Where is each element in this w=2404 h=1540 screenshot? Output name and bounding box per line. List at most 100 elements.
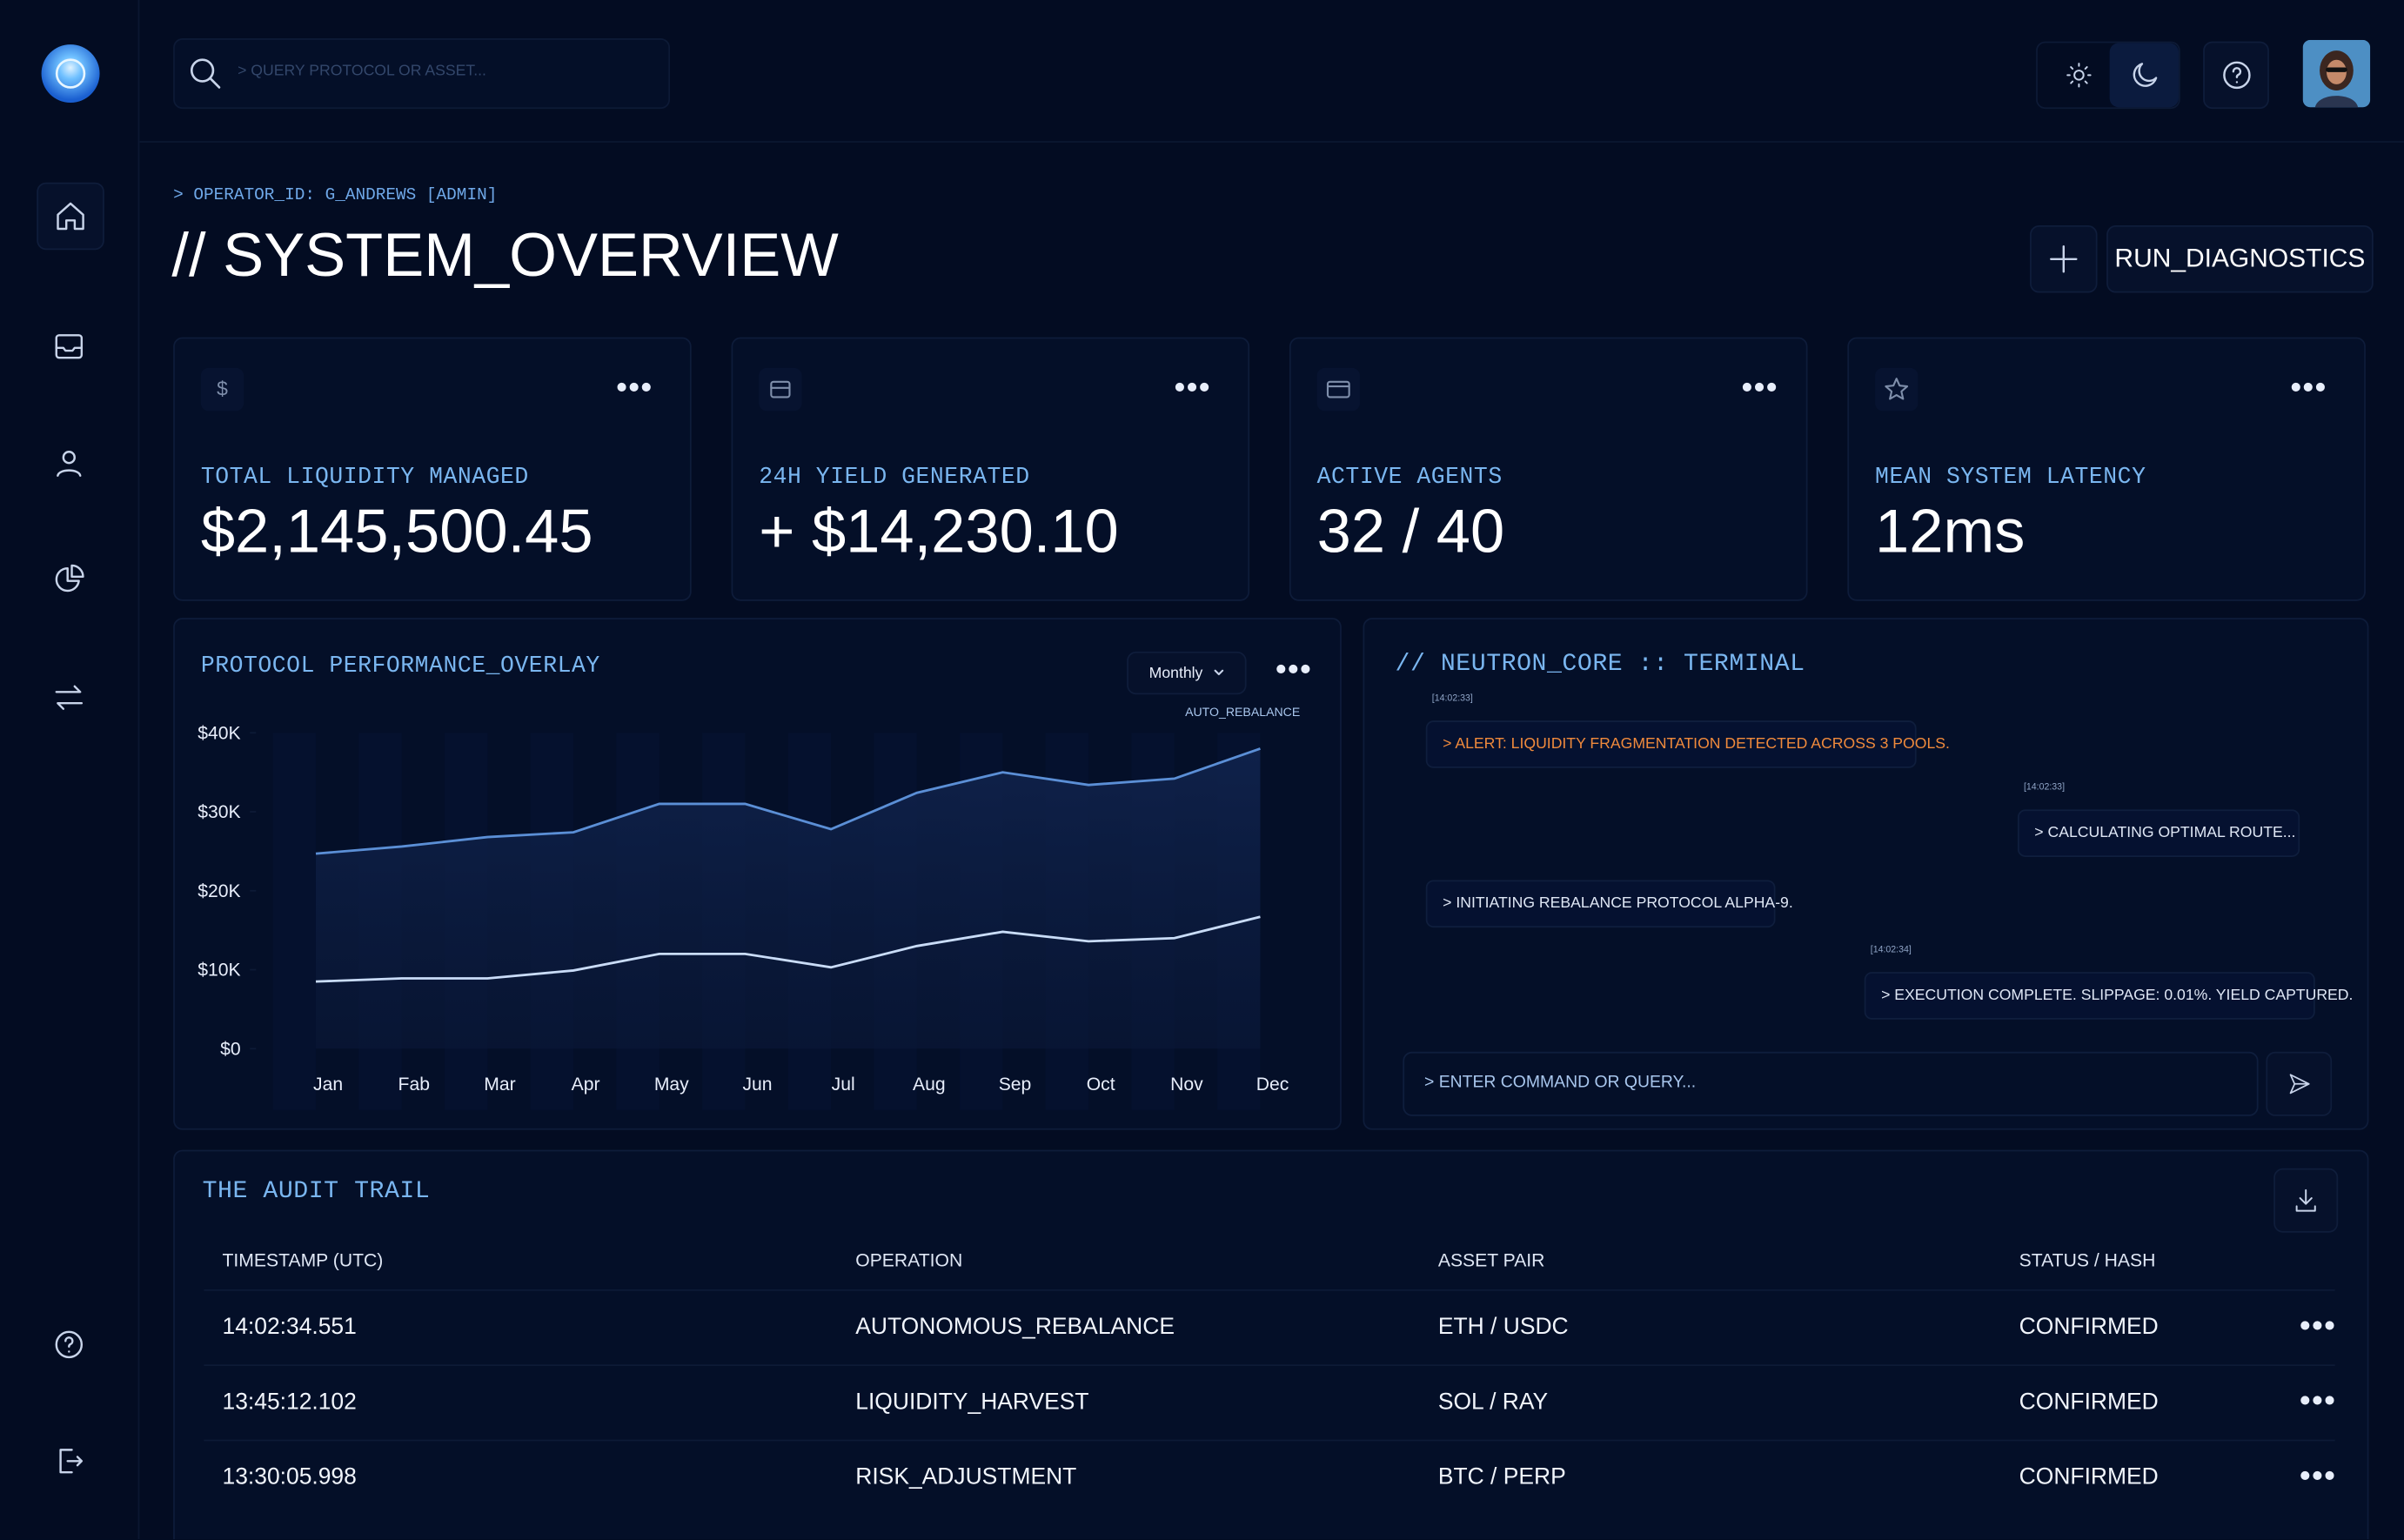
- kpi-card: [731, 337, 1250, 601]
- light-mode[interactable]: [2066, 61, 2093, 89]
- x-tick-label: Jun: [742, 1075, 772, 1095]
- row-menu[interactable]: •••: [2300, 1459, 2337, 1494]
- table-cell: CONFIRMED: [2019, 1389, 2159, 1416]
- card-menu[interactable]: •••: [616, 371, 653, 405]
- card-icon: $: [200, 367, 244, 412]
- theme-toggle: [2036, 41, 2180, 110]
- terminal-message: > EXECUTION COMPLETE. SLIPPAGE: 0.01%. Y…: [1864, 972, 2353, 1020]
- card-icon: [1875, 367, 1919, 412]
- row-divider: [204, 1289, 2335, 1291]
- x-tick-label: Mar: [484, 1075, 515, 1095]
- column-header: STATUS / HASH: [2019, 1249, 2156, 1271]
- card-value: 12ms: [1875, 498, 2026, 566]
- chart-title: PROTOCOL PERFORMANCE_OVERLAY: [200, 653, 600, 680]
- help-button[interactable]: [2203, 41, 2269, 110]
- card-value: $2,145,500.45: [200, 498, 593, 566]
- table-cell: 13:45:12.102: [222, 1389, 357, 1416]
- line-series: [315, 915, 1261, 983]
- table-cell: AUTONOMOUS_REBALANCE: [855, 1314, 1175, 1341]
- terminal-message: > ALERT: LIQUIDITY FRAGMENTATION DETECTE…: [1425, 720, 1950, 768]
- x-tick-label: Apr: [572, 1075, 600, 1095]
- kpi-card: [173, 337, 692, 601]
- y-tick-label: $0: [220, 1039, 241, 1059]
- column-header: OPERATION: [855, 1249, 963, 1271]
- x-tick-label: Fab: [398, 1075, 430, 1095]
- kpi-card: [1847, 337, 2366, 601]
- table-cell: CONFIRMED: [2019, 1314, 2159, 1341]
- x-tick-label: Nov: [1170, 1075, 1203, 1095]
- x-tick-label: Jul: [832, 1075, 855, 1095]
- x-tick-label: May: [654, 1075, 689, 1095]
- add-button[interactable]: [2030, 225, 2098, 293]
- card-menu[interactable]: •••: [1174, 371, 1212, 405]
- y-tick-label: $20K: [198, 881, 240, 901]
- run-diagnostics-button[interactable]: RUN_DIAGNOSTICS: [2106, 225, 2374, 293]
- table-cell: 14:02:34.551: [222, 1314, 357, 1341]
- chart: $0 $10K $20K $30K $40K Jan Fab Mar Apr May Jun Jul A…: [198, 723, 1289, 1110]
- row-divider: [204, 1439, 2335, 1442]
- line-series: [315, 747, 1261, 855]
- terminal-input[interactable]: > ENTER COMMAND OR QUERY...: [1403, 1051, 2259, 1116]
- search-placeholder: > QUERY PROTOCOL OR ASSET...: [238, 63, 486, 80]
- card-label: 24H YIELD GENERATED: [759, 464, 1030, 491]
- table-cell: 13:30:05.998: [222, 1463, 357, 1490]
- card-icon: [1316, 367, 1360, 412]
- card-menu[interactable]: •••: [2290, 371, 2327, 405]
- x-tick-label: Dec: [1256, 1075, 1289, 1095]
- table-cell: ETH / USDC: [1437, 1314, 1569, 1341]
- message-time: [14:02:33]: [2023, 783, 2066, 793]
- card-value: + $14,230.10: [759, 498, 1119, 566]
- card-menu[interactable]: •••: [1741, 371, 1779, 405]
- x-tick-label: Sep: [999, 1075, 1032, 1095]
- dark-mode[interactable]: [2109, 43, 2179, 108]
- table-cell: RISK_ADJUSTMENT: [855, 1463, 1077, 1490]
- row-menu[interactable]: •••: [2300, 1384, 2337, 1418]
- card-value: 32 / 40: [1316, 498, 1505, 566]
- card-label: ACTIVE AGENTS: [1316, 464, 1503, 491]
- y-tick-label: $30K: [198, 802, 240, 822]
- table-cell: BTC / PERP: [1437, 1463, 1566, 1490]
- period-dropdown[interactable]: Monthly: [1127, 651, 1247, 695]
- table-cell: LIQUIDITY_HARVEST: [855, 1389, 1089, 1416]
- audit-panel: [173, 1149, 2369, 1540]
- download-button[interactable]: [2273, 1168, 2339, 1233]
- nav-analytics[interactable]: [52, 563, 86, 597]
- nav-user[interactable]: [52, 446, 86, 480]
- y-tick-label: $40K: [198, 723, 240, 743]
- x-tick-label: Oct: [1087, 1075, 1115, 1095]
- message-time: [14:02:33]: [1431, 694, 1473, 704]
- column-header: TIMESTAMP (UTC): [222, 1249, 384, 1271]
- search-box[interactable]: > QUERY PROTOCOL OR ASSET...: [173, 38, 671, 110]
- nav-home[interactable]: [37, 182, 104, 251]
- y-tick-label: $10K: [198, 961, 240, 981]
- terminal-panel: [1363, 618, 2369, 1130]
- nav-logout[interactable]: [52, 1444, 86, 1478]
- chart-annotation: AUTO_REBALANCE: [1185, 705, 1301, 720]
- card-label: TOTAL LIQUIDITY MANAGED: [200, 464, 529, 491]
- send-button[interactable]: [2266, 1051, 2333, 1116]
- card-label: MEAN SYSTEM LATENCY: [1875, 464, 2146, 491]
- nav-help[interactable]: [52, 1328, 86, 1362]
- nav-transfer[interactable]: [52, 680, 86, 714]
- message-time: [14:02:34]: [1870, 946, 1912, 955]
- logo[interactable]: [38, 42, 103, 106]
- terminal-message: > CALCULATING OPTIMAL ROUTE...: [2017, 809, 2300, 858]
- sidebar: [0, 0, 140, 1540]
- table-cell: CONFIRMED: [2019, 1463, 2159, 1490]
- page-title: // SYSTEM_OVERVIEW: [171, 222, 839, 291]
- grid-band: [272, 733, 316, 1110]
- table-cell: SOL / RAY: [1437, 1389, 1549, 1416]
- row-menu[interactable]: •••: [2300, 1309, 2337, 1343]
- nav-inbox[interactable]: [52, 330, 86, 364]
- x-tick-label: Jan: [313, 1075, 343, 1095]
- kpi-card: [1289, 337, 1808, 601]
- operator-id: > OPERATOR_ID: G_ANDREWS [ADMIN]: [173, 186, 498, 206]
- row-divider: [204, 1364, 2335, 1367]
- topbar-divider: [139, 141, 2404, 143]
- audit-title: THE AUDIT TRAIL: [202, 1177, 431, 1206]
- terminal-title: // NEUTRON_CORE :: TERMINAL: [1395, 650, 1805, 678]
- avatar[interactable]: [2302, 39, 2371, 108]
- column-header: ASSET PAIR: [1437, 1249, 1545, 1271]
